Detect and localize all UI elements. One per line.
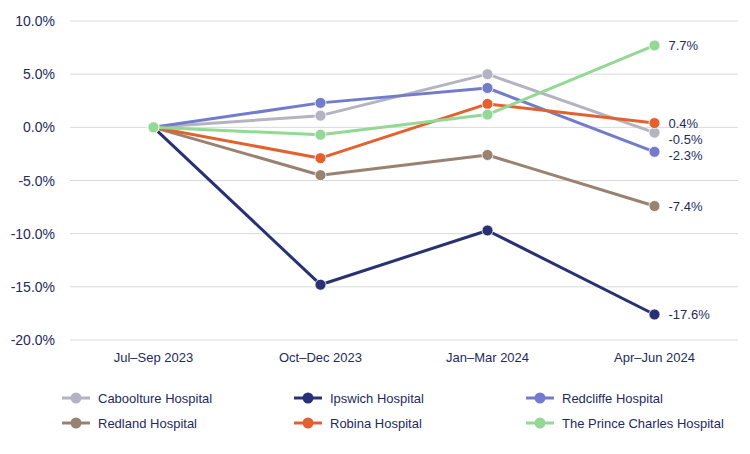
legend-label: Redcliffe Hospital [562,391,663,406]
legend-label: Redland Hospital [98,416,197,431]
grid-line [70,233,738,234]
series-line [154,127,655,314]
legend-item: The Prince Charles Hospital [526,416,724,431]
series-marker [148,122,159,133]
series-marker [315,97,326,108]
x-tick-label: Jul–Sep 2023 [114,350,194,365]
x-tick-label: Jan–Mar 2024 [446,350,529,365]
y-tick-label: -20.0% [11,332,55,348]
grid-line [70,180,738,181]
y-tick-label: -15.0% [11,279,55,295]
series-marker [649,201,660,212]
series-marker [649,40,660,51]
series [148,122,660,320]
series [148,40,660,140]
legend-marker [303,418,314,429]
series-marker [148,122,159,133]
series-marker [148,122,159,133]
legend-marker [535,393,546,404]
y-axis: -20.0% -15.0% -10.0% -5.0% 0.0% 5.0% 10.0% [11,13,738,348]
plot-area [148,40,660,320]
data-label: -2.3% [669,148,703,163]
data-label: -0.5% [669,132,703,147]
series-marker [482,82,493,93]
data-label: -17.6% [669,307,711,322]
y-tick-label: -10.0% [11,226,55,242]
series-marker [315,170,326,181]
series-marker [148,122,159,133]
legend-label: Robina Hospital [330,416,422,431]
legend-label: The Prince Charles Hospital [562,416,724,431]
series-marker [649,118,660,129]
series [148,82,660,157]
series-marker [482,225,493,236]
y-tick-label: 0.0% [23,119,55,135]
legend-marker [71,393,82,404]
series-marker [315,110,326,121]
data-labels: 7.7% 0.4%-0.5%-2.3% -7.4% -17.6% [669,38,711,322]
x-axis: Jul–Sep 2023 Oct–Dec 2023 Jan–Mar 2024 Apr–… [114,350,695,365]
legend-item: Redcliffe Hospital [526,391,663,406]
series-line [154,127,655,206]
legend-item: Robina Hospital [294,416,422,431]
legend-item: Caboolture Hospital [62,391,212,406]
data-label: 7.7% [669,38,699,53]
legend: Caboolture Hospital Ipswich Hospital Redcl… [62,391,724,431]
legend-label: Ipswich Hospital [330,391,424,406]
legend-marker [71,418,82,429]
series-marker [649,146,660,157]
series-marker [315,153,326,164]
series [148,69,660,138]
series-marker [482,109,493,120]
series-marker [482,98,493,109]
grid-line [70,21,738,22]
legend-label: Caboolture Hospital [98,391,212,406]
x-tick-label: Oct–Dec 2023 [279,350,362,365]
series-marker [482,149,493,160]
legend-marker [535,418,546,429]
data-label: -7.4% [669,199,703,214]
legend-item: Ipswich Hospital [294,391,424,406]
series [148,122,660,212]
y-tick-label: 10.0% [15,13,55,29]
y-tick-label: 5.0% [23,66,55,82]
grid-line [70,340,738,341]
x-tick-label: Apr–Jun 2024 [614,350,695,365]
series-line [154,45,655,134]
series-marker [148,122,159,133]
series-marker [649,309,660,320]
series-marker [148,122,159,133]
grid-line [70,286,738,287]
series-marker [315,279,326,290]
series-marker [315,129,326,140]
y-tick-label: -5.0% [18,173,55,189]
data-label: 0.4% [669,116,699,131]
legend-item: Redland Hospital [62,416,197,431]
chart: -20.0% -15.0% -10.0% -5.0% 0.0% 5.0% 10.0% Jul–… [0,0,750,454]
series-marker [482,69,493,80]
legend-marker [303,393,314,404]
grid-line [70,74,738,75]
